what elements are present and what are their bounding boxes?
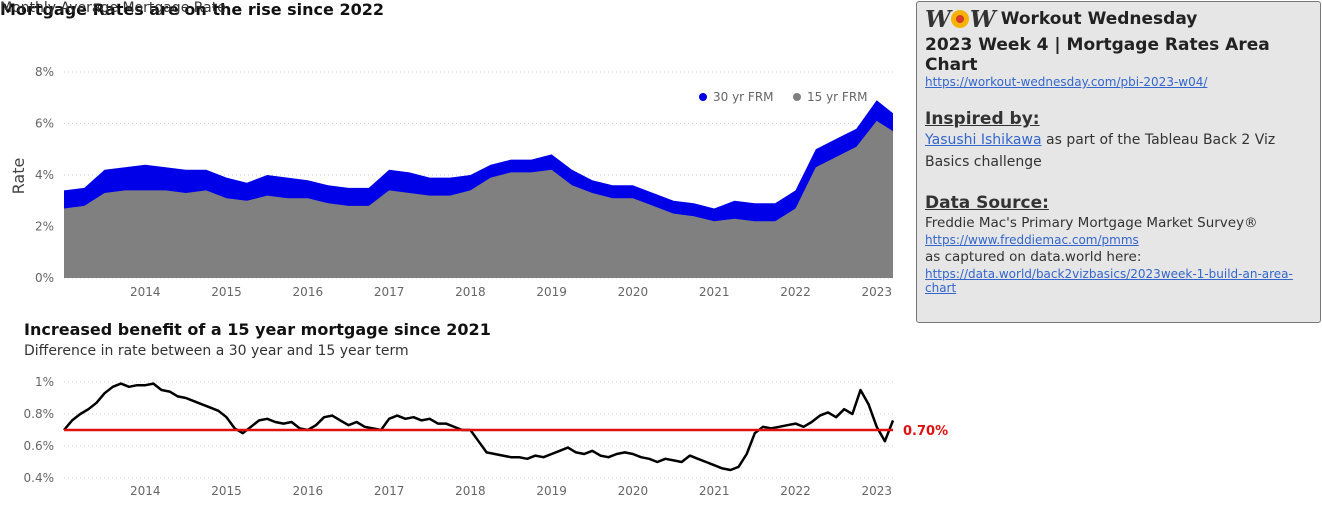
app-title: Workout Wednesday: [1000, 9, 1198, 29]
bottom-chart-title: Increased benefit of a 15 year mortgage …: [24, 320, 491, 339]
challenge-link[interactable]: https://workout-wednesday.com/pbi-2023-w…: [925, 75, 1208, 89]
x-tick-label: 2018: [455, 484, 486, 498]
y-tick-label: 8%: [35, 65, 54, 79]
y-tick-label: 0.6%: [24, 439, 55, 453]
x-tick-label: 2016: [293, 285, 324, 299]
rate-difference-line-chart: 0.4% 0.6% 0.8% 1% 2014 2015 2016 2017 2018 2019 20…: [24, 375, 949, 498]
x-tick-label: 2021: [699, 484, 730, 498]
x-tick-label: 2023: [861, 285, 892, 299]
x-tick-label: 2015: [211, 484, 242, 498]
series-difference-line: [63, 382, 895, 472]
y-tick-label: 0.4%: [24, 471, 55, 485]
y-tick-label: 0%: [35, 271, 54, 285]
y-axis-label: Rate: [9, 158, 28, 195]
legend-30yr-frm-marker: [699, 93, 707, 101]
x-tick-label: 2018: [455, 285, 486, 299]
captured-text: as captured on data.world here:: [925, 249, 1142, 265]
x-tick-label: 2022: [780, 484, 811, 498]
x-tick-label: 2014: [130, 484, 161, 498]
y-tick-label: 4%: [35, 168, 54, 182]
reference-line-label: 0.70%: [903, 424, 948, 439]
data-source-name: Freddie Mac's Primary Mortgage Market Su…: [925, 215, 1258, 231]
x-tick-label: 2020: [618, 285, 649, 299]
legend-15yr-frm-marker: [793, 93, 801, 101]
y-tick-label: 6%: [35, 117, 54, 131]
x-tick-label: 2017: [374, 285, 405, 299]
inspired-description: as part of the Tableau Back 2 Viz Basics…: [925, 132, 1276, 170]
y-tick-label: 0.8%: [24, 407, 55, 421]
inspired-text: Yasushi Ishikawa as part of the Tableau …: [925, 129, 1312, 173]
freddiemac-link[interactable]: https://www.freddiemac.com/pmms: [925, 233, 1139, 247]
inspired-author-link[interactable]: Yasushi Ishikawa: [925, 132, 1042, 148]
top-chart-title: Mortgage Rates are on the rise since 202…: [0, 0, 384, 19]
mortgage-rate-area-chart: 0% 2% 4% 6% 8% 2014 2015 2016 2017 2018 2019 2020 20…: [9, 65, 893, 299]
data-source-heading: Data Source:: [925, 193, 1049, 213]
inspired-heading: Inspired by:: [925, 109, 1040, 129]
x-tick-label: 2017: [374, 484, 405, 498]
dataworld-link[interactable]: https://data.world/back2vizbasics/2023we…: [925, 267, 1293, 295]
x-tick-label: 2014: [130, 285, 161, 299]
x-tick-label: 2021: [699, 285, 730, 299]
y-tick-label: 2%: [35, 220, 54, 234]
x-tick-label: 2015: [211, 285, 242, 299]
bottom-chart-subtitle: Difference in rate between a 30 year and…: [24, 343, 409, 359]
y-tick-label: 1%: [35, 375, 54, 389]
exploding-head-icon: [950, 10, 969, 28]
legend-15yr-frm-label: 15 yr FRM: [807, 90, 868, 104]
x-tick-label: 2019: [536, 484, 567, 498]
x-tick-label: 2022: [780, 285, 811, 299]
series-15yr-frm-area: [64, 120, 893, 279]
x-tick-label: 2020: [618, 484, 649, 498]
week-title: 2023 Week 4 | Mortgage Rates Area Chart: [925, 35, 1270, 75]
top-chart-subtitle: Monthly Average Mortgage Rate: [0, 0, 226, 16]
x-tick-label: 2016: [293, 484, 324, 498]
legend-30yr-frm-label: 30 yr FRM: [713, 90, 774, 104]
x-tick-label: 2019: [536, 285, 567, 299]
x-tick-label: 2023: [861, 484, 892, 498]
